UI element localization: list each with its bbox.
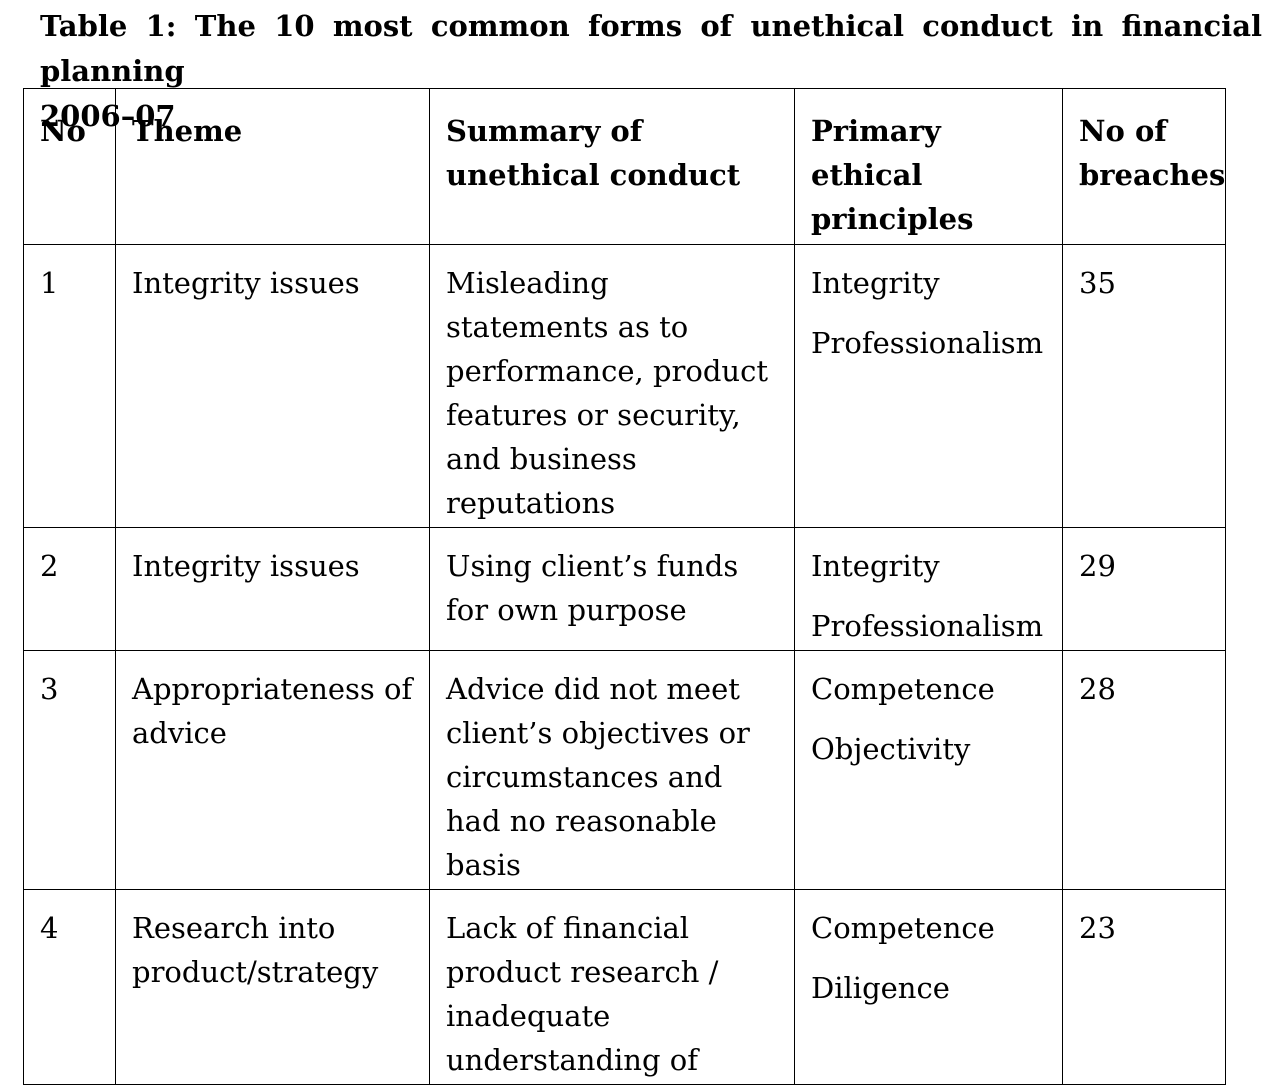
table-caption: Table 1: The 10 most common forms of une… (40, 4, 1262, 139)
principle-item: Professionalism (811, 609, 1044, 643)
row-principles: Competence Diligence (794, 889, 1063, 1085)
row-summary: Using client’s funds for own purpose (429, 527, 795, 651)
row-theme: Research into product/strategy (115, 889, 430, 1085)
row-breaches: 28 (1062, 650, 1226, 890)
table-row: 4 Research into product/strategy Lack of… (23, 889, 1226, 1085)
row-breaches: 29 (1062, 527, 1226, 651)
row-no: 1 (23, 244, 116, 528)
row-no: 2 (23, 527, 116, 651)
caption-line-1: Table 1: The 10 most common forms of une… (40, 9, 1262, 88)
row-principles: Integrity Professionalism (794, 244, 1063, 528)
row-breaches: 23 (1062, 889, 1226, 1085)
row-theme: Integrity issues (115, 527, 430, 651)
principle-item: Diligence (811, 971, 950, 1005)
row-principles: Integrity Professionalism (794, 527, 1063, 651)
ethics-breaches-table: No Theme Summary of unethical conduct Pr… (23, 88, 1226, 1085)
row-summary: Misleading statements as to performance,… (429, 244, 795, 528)
row-summary: Advice did not meet client’s objectives … (429, 650, 795, 890)
row-no: 4 (23, 889, 116, 1085)
table-row: 1 Integrity issues Misleading statements… (23, 244, 1226, 528)
principle-item: Integrity (811, 266, 940, 300)
header-principles: Primary ethical principles (794, 88, 1063, 245)
table-row: 3 Appropriateness of advice Advice did n… (23, 650, 1226, 890)
row-theme: Integrity issues (115, 244, 430, 528)
principle-item: Integrity (811, 549, 940, 583)
principle-item: Competence (811, 911, 995, 945)
header-no: No (23, 88, 116, 245)
header-theme: Theme (115, 88, 430, 245)
row-principles: Competence Objectivity (794, 650, 1063, 890)
row-breaches: 35 (1062, 244, 1226, 528)
header-summary: Summary of unethical conduct (429, 88, 795, 245)
table-row: 2 Integrity issues Using client’s funds … (23, 527, 1226, 651)
row-no: 3 (23, 650, 116, 890)
principle-item: Professionalism (811, 326, 1044, 360)
row-theme: Appropriateness of advice (115, 650, 430, 890)
table-header-row: No Theme Summary of unethical conduct Pr… (23, 88, 1226, 245)
principle-item: Competence (811, 672, 995, 706)
header-breaches: No of breaches (1062, 88, 1226, 245)
principle-item: Objectivity (811, 732, 971, 766)
row-summary: Lack of financial product research / ina… (429, 889, 795, 1085)
